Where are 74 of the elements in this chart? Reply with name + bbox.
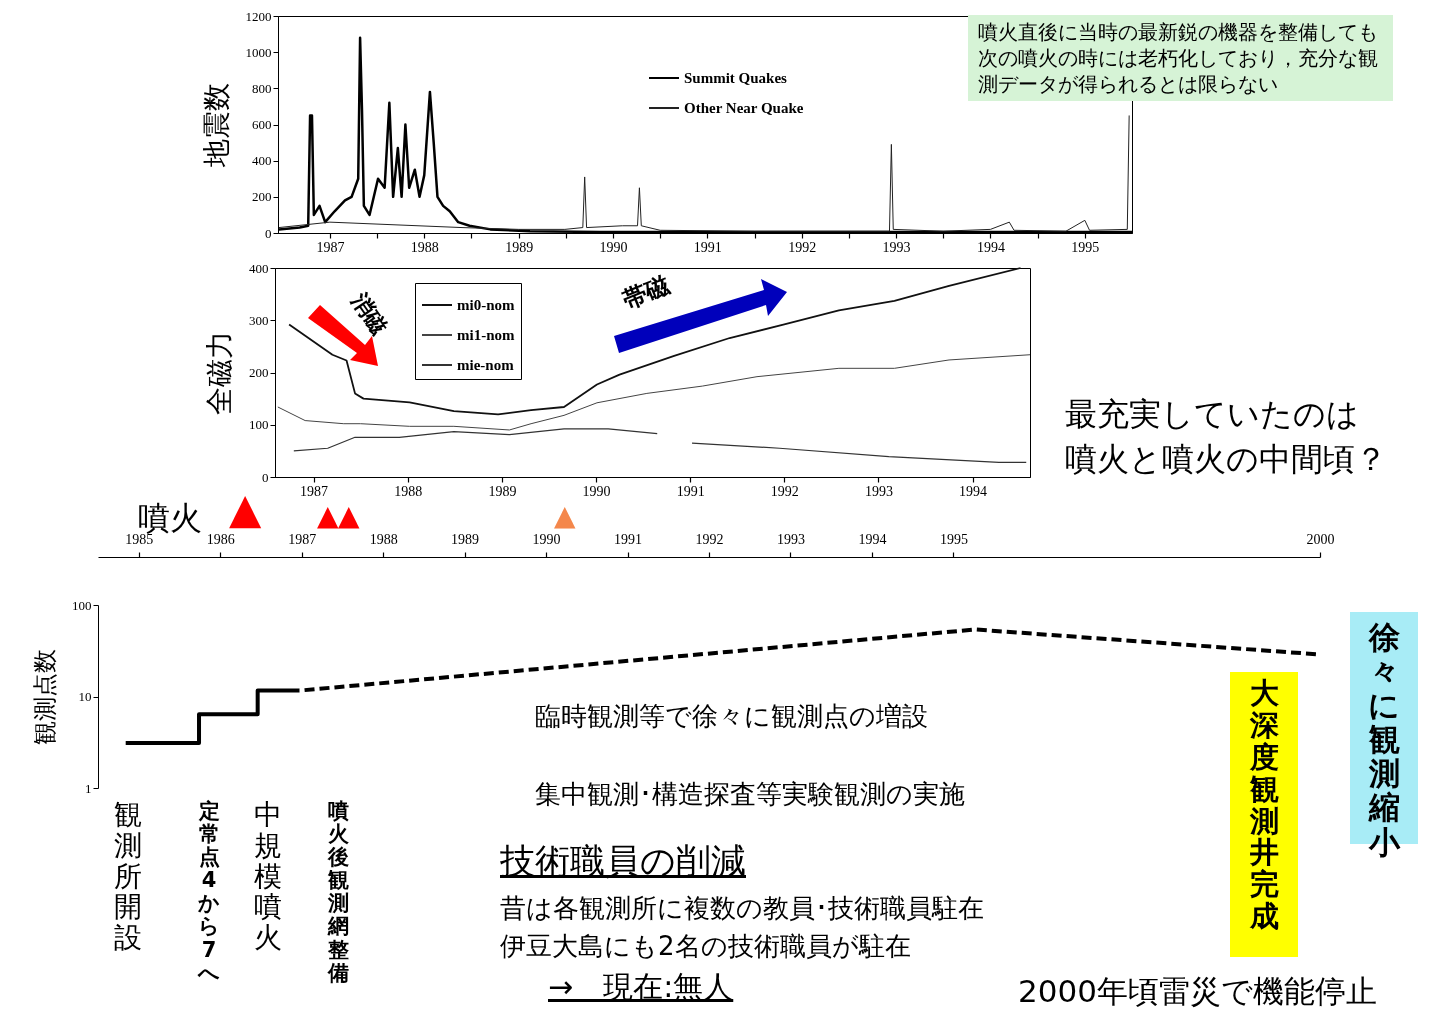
x-tick-label: 1991: [676, 483, 705, 499]
x-tick-label: 1990: [532, 531, 561, 547]
annotation: 集中観測･構造探査等実験観測の実施: [535, 778, 965, 811]
x-tick-label: 1990: [599, 239, 628, 255]
x-tick-label: 1994: [976, 239, 1005, 255]
x-tick-label: 1988: [394, 483, 423, 499]
text: 昔は各観測所に複数の教員･技術職員駐在: [500, 892, 984, 925]
y-axis-title: 全磁力: [203, 331, 236, 415]
x-tick-label: 1994: [959, 483, 988, 499]
annotation: 消磁: [345, 288, 394, 340]
text: 噴火後観測網整備: [328, 799, 349, 985]
x-tick-label: 1995: [1071, 239, 1100, 255]
x-tick-label: 1987: [300, 483, 329, 499]
y-tick-label: 0: [262, 469, 269, 485]
y-tick-label: 1200: [245, 8, 272, 24]
y-tick-label: 100: [249, 417, 269, 433]
text: 徐々に観測縮小: [1367, 619, 1402, 860]
y-tick-label: 400: [249, 260, 269, 276]
x-tick-label: 1994: [858, 531, 887, 547]
x-tick-label: 1992: [788, 239, 817, 255]
y-tick-label: 300: [249, 312, 269, 328]
x-tick-label: 1988: [369, 531, 398, 547]
legend-label: Other Near Quake: [684, 100, 804, 116]
text: 定常点4から7へ: [198, 799, 220, 985]
text: 中規模噴火: [254, 798, 282, 955]
y-tick-label: 200: [252, 189, 272, 205]
x-tick-label: 1986: [206, 531, 235, 547]
x-tick-label: 1995: [939, 531, 968, 547]
annotation: 大深度観測井完成: [1248, 676, 1280, 934]
text: 技術職員の削減: [500, 840, 746, 883]
y-tick-label: 1000: [245, 44, 272, 60]
annotation: 噴火直後に当時の最新鋭の機器を整備しても次の噴火の時には老朽化しており，充分な観測データが得られるとは限らない: [968, 15, 1393, 101]
x-tick-label: 1987: [288, 531, 317, 547]
x-tick-label: 1992: [770, 483, 799, 499]
x-tick-label: 1987: [316, 239, 345, 255]
y-tick-label: 10: [78, 689, 92, 704]
text: 伊豆大島にも2名の技術職員が駐在: [500, 930, 911, 963]
text: ▲: [338, 499, 360, 532]
y-tick-label: 600: [252, 117, 272, 132]
y-tick-label: 400: [252, 153, 272, 169]
x-tick-label: 1991: [614, 531, 643, 547]
y-axis-title: 観測点数: [31, 649, 59, 745]
text: ▲: [317, 499, 339, 532]
legend-label: Summit Quakes: [684, 70, 788, 86]
text: 観測所開設: [114, 798, 142, 955]
y-axis-title: 地震数: [199, 83, 233, 168]
x-tick-label: 1992: [695, 531, 724, 547]
text: ▲: [554, 499, 576, 532]
x-tick-label: 1990: [582, 483, 611, 499]
x-tick-label: 1993: [864, 483, 893, 499]
line-series: [288, 267, 1022, 416]
annotation: 臨時観測等で徐々に観測点の増設: [535, 700, 928, 733]
annotation: 帯磁: [618, 270, 674, 316]
legend-label: mi1-nom: [457, 327, 515, 343]
x-tick-label: 1989: [488, 483, 517, 499]
y-tick-label: 100: [72, 597, 92, 613]
y-tick-label: 200: [249, 365, 269, 380]
line-series: [277, 354, 1031, 431]
x-tick-label: 1989: [505, 239, 534, 255]
y-tick-label: 800: [252, 80, 272, 96]
y-tick-label: 1: [85, 780, 92, 796]
x-tick-label: 1991: [693, 239, 722, 255]
legend-label: mie-nom: [457, 357, 515, 373]
text: 2000年頃雷災で機能停止: [1018, 972, 1377, 1011]
x-tick-label: 1993: [882, 239, 911, 255]
legend-label: mi0-nom: [457, 297, 515, 313]
x-tick-label: 1993: [776, 531, 805, 547]
text: → 現在:無人: [548, 968, 734, 1006]
text: 最充実していたのは噴火と噴火の中間頃？: [1065, 394, 1387, 480]
text: ▲: [229, 484, 262, 533]
x-tick-label: 1988: [410, 239, 439, 255]
x-tick-label: 1989: [451, 531, 480, 547]
y-tick-label: 0: [265, 225, 272, 241]
x-tick-label: 2000: [1306, 531, 1335, 547]
